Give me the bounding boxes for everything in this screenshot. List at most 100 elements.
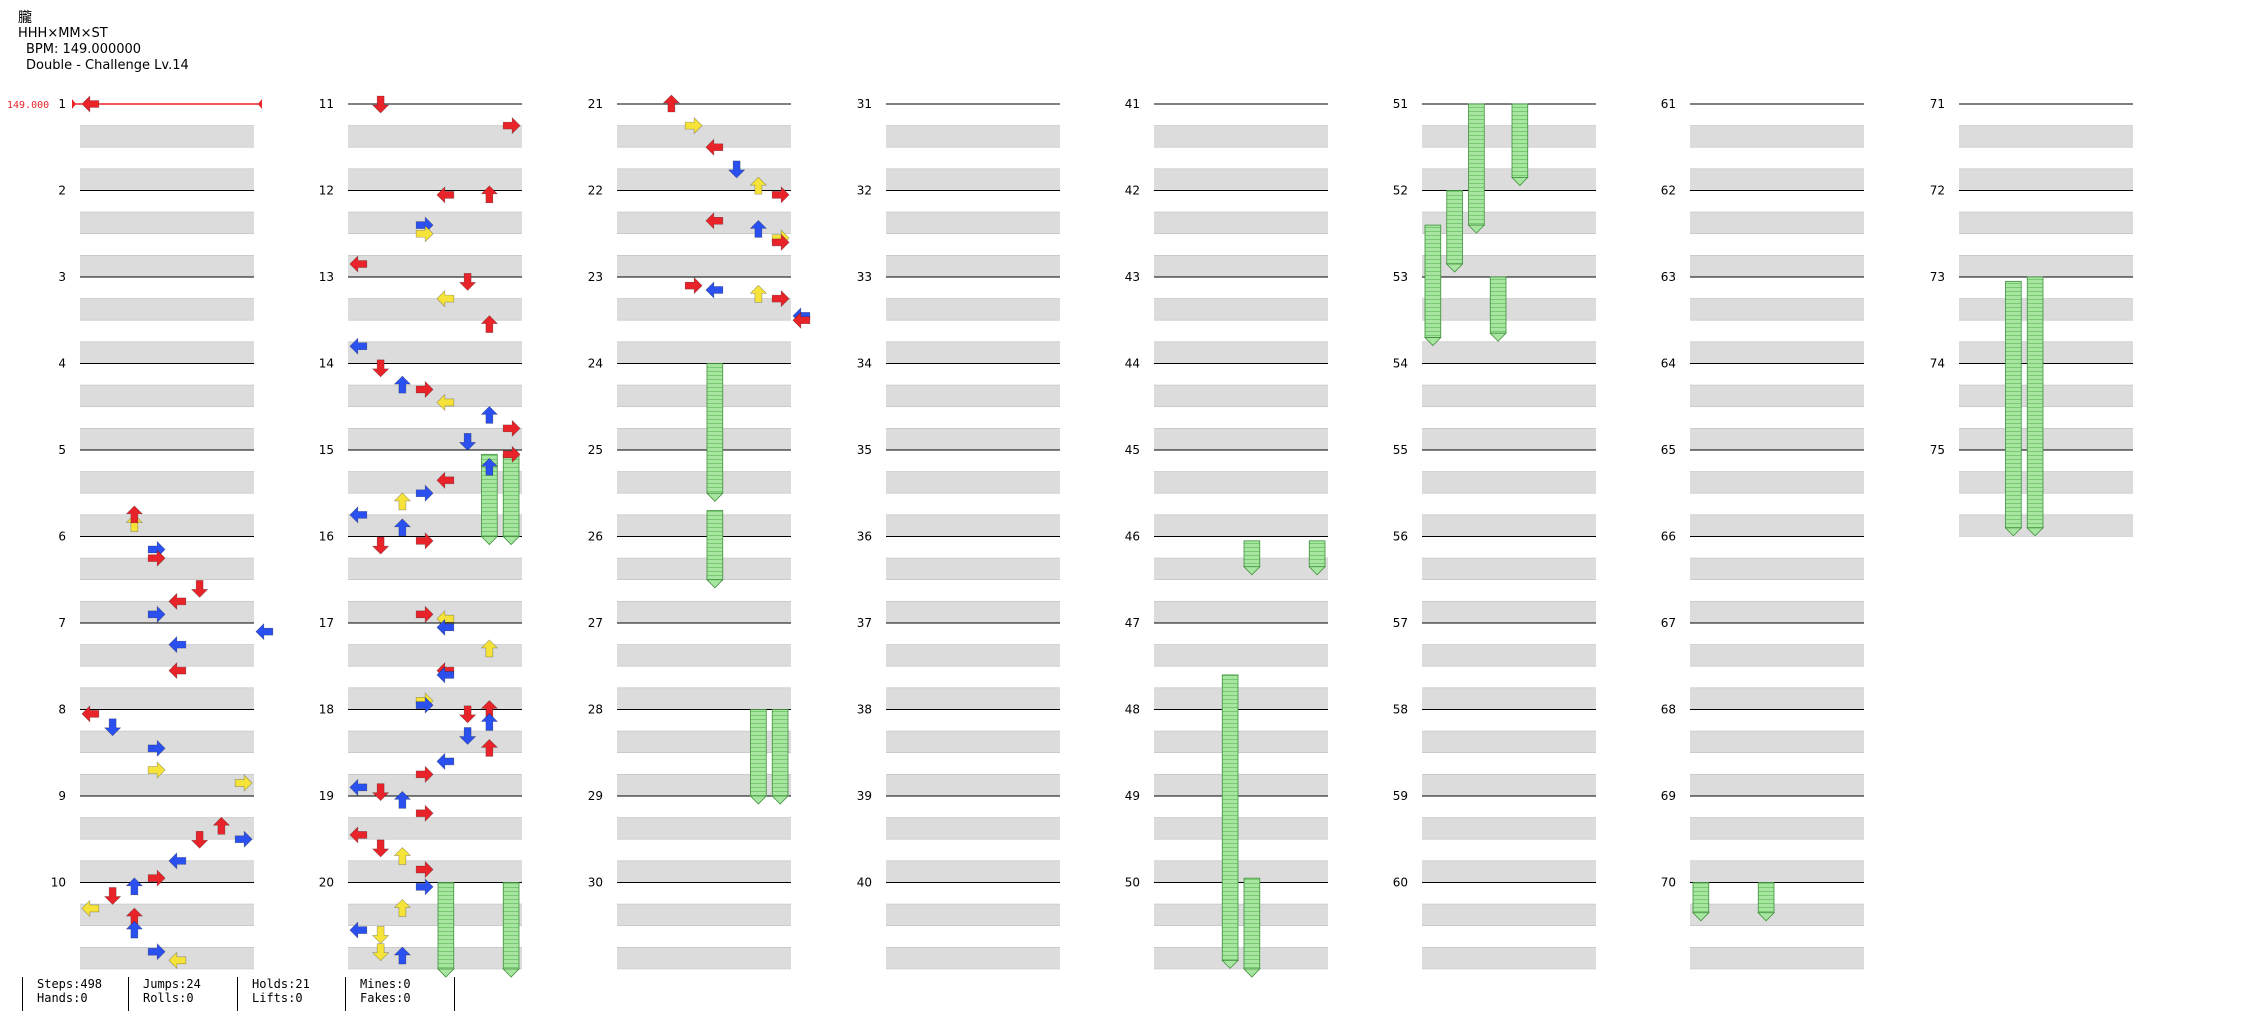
beat-band [1690, 817, 1864, 840]
beat-band [1422, 774, 1596, 796]
beat-band [1154, 298, 1328, 321]
beat-band [617, 471, 791, 494]
beat-band [1422, 212, 1596, 234]
beat-band [1959, 255, 2133, 277]
hold-bar [1757, 882, 1775, 922]
arrow-note [255, 622, 274, 641]
beat-band [886, 428, 1060, 450]
measure [1690, 276, 1864, 364]
measure [617, 363, 791, 450]
beat-band [617, 385, 791, 407]
measure [1154, 882, 1328, 970]
beat-band [617, 904, 791, 926]
measure-number: 67 [1661, 616, 1676, 630]
arrow-note [415, 225, 434, 243]
arrow-note [103, 887, 122, 905]
beat-band [886, 341, 1060, 364]
beat-band [1154, 601, 1328, 623]
beat-band [348, 774, 522, 796]
measure-number: 68 [1661, 703, 1676, 717]
measure [1422, 536, 1596, 623]
arrow-note [168, 951, 187, 970]
arrow-note [458, 433, 477, 451]
measure-number: 59 [1393, 789, 1408, 803]
arrow-note [415, 804, 434, 823]
measure [1690, 449, 1864, 537]
beat-band [886, 947, 1060, 969]
arrow-note [190, 580, 209, 598]
measure-number: 37 [857, 616, 872, 630]
beat-band [348, 125, 522, 148]
arrow-note [147, 605, 166, 624]
arrow-note [705, 212, 724, 230]
measure [617, 449, 791, 537]
stat-lifts: Lifts:0 [252, 991, 303, 1005]
arrow-note [234, 830, 253, 848]
arrow-note [415, 532, 434, 550]
measure-number: 35 [857, 443, 872, 457]
arrow-note [371, 95, 390, 114]
beat-band [80, 774, 254, 796]
beat-band [1422, 947, 1596, 969]
beat-band [80, 687, 254, 710]
measure-number: 29 [588, 789, 603, 803]
beat-band [1422, 341, 1596, 364]
beat-band [1154, 385, 1328, 407]
hold-bar [1308, 540, 1326, 576]
beat-band [348, 644, 522, 667]
measure-bands [80, 103, 2133, 970]
arrow-note [371, 359, 390, 378]
beat-band [617, 644, 791, 667]
beat-band [617, 168, 791, 191]
beat-band [348, 385, 522, 407]
measure-number: 5 [58, 443, 66, 457]
arrow-note [436, 618, 455, 637]
beat-band [617, 125, 791, 148]
beat-band [1690, 687, 1864, 710]
measure-number: 24 [588, 357, 603, 371]
arrow-note [436, 752, 455, 771]
beat-band [1690, 385, 1864, 407]
measure [617, 536, 791, 623]
beat-band [348, 212, 522, 234]
beat-band [886, 601, 1060, 623]
stats-holds-cell: Holds:21 Lifts:0 [237, 977, 344, 1011]
arrow-note [480, 457, 499, 476]
beat-band [80, 471, 254, 494]
beat-band [1154, 255, 1328, 277]
measure-number: 36 [857, 530, 872, 544]
measure-number: 3 [58, 270, 66, 284]
measure [1959, 363, 2133, 450]
beat-band [348, 428, 522, 450]
beat-band [1959, 514, 2133, 537]
measure [1690, 795, 1864, 883]
arrow-note [371, 839, 390, 858]
measure-number: 16 [319, 530, 334, 544]
measure-number: 33 [857, 270, 872, 284]
beat-band [1690, 125, 1864, 148]
stat-jumps: Jumps:24 [143, 977, 201, 991]
beat-band [886, 168, 1060, 191]
stat-rolls: Rolls:0 [143, 991, 194, 1005]
arrow-note [415, 605, 434, 624]
measure [80, 795, 254, 883]
arrow-note [393, 847, 412, 865]
measure-number: 20 [319, 876, 334, 890]
measure-number: 7 [58, 616, 66, 630]
measure-number: 49 [1125, 789, 1140, 803]
step-chart: 1234567891011121314151617181920212223242… [7, 94, 2133, 978]
measure-number: 1 [58, 97, 66, 111]
beat-band [1154, 860, 1328, 883]
beat-band [348, 860, 522, 883]
beat-band [1422, 860, 1596, 883]
measure-number: 46 [1125, 530, 1140, 544]
measure-number: 56 [1393, 530, 1408, 544]
measure [1154, 536, 1328, 623]
beat-band [348, 904, 522, 926]
beat-band [80, 601, 254, 623]
arrow-note [436, 186, 455, 204]
measure-number: 17 [319, 616, 334, 630]
arrow-note [727, 160, 746, 179]
arrow-note [349, 778, 368, 797]
beat-band [886, 471, 1060, 494]
